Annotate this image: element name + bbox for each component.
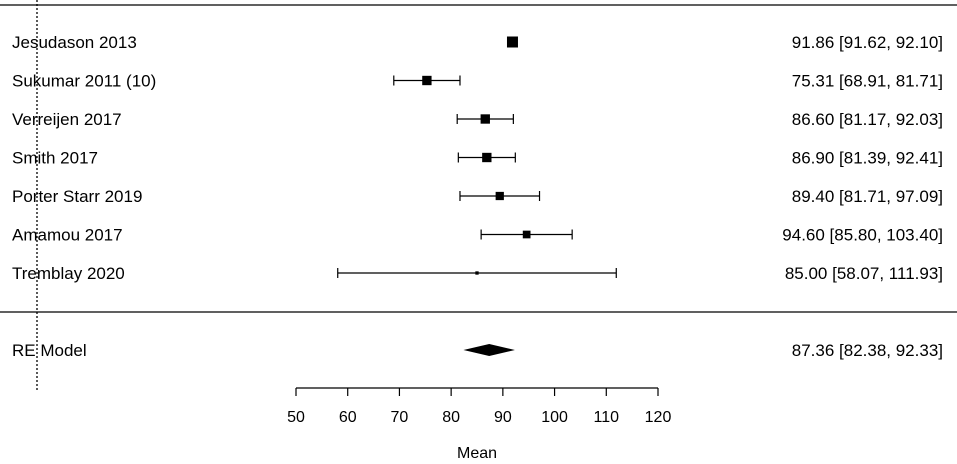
study-label: Verreijen 2017 (12, 110, 122, 129)
study-row: Tremblay 2020 85.00 [58.07, 111.93] (12, 264, 943, 283)
study-row: Sukumar 2011 (10) 75.31 [68.91, 81.71] (12, 72, 943, 91)
estimate-text: 85.00 [58.07, 111.93] (785, 264, 943, 283)
point-estimate (495, 191, 504, 201)
estimate-text: 75.31 [68.91, 81.71] (792, 72, 943, 91)
study-row: Jesudason 2013 91.86 [91.62, 92.10] (12, 33, 943, 52)
point-estimate (422, 75, 432, 86)
summary-row: RE Model 87.36 [82.38, 92.33] (12, 341, 943, 360)
study-label: Sukumar 2011 (10) (12, 72, 156, 91)
estimate-text: 86.90 [81.39, 92.41] (792, 149, 943, 168)
x-axis-label: Mean (457, 445, 497, 462)
x-tick-label: 50 (287, 409, 305, 426)
study-row: Verreijen 2017 86.60 [81.17, 92.03] (12, 110, 943, 129)
x-tick-label: 90 (494, 409, 512, 426)
study-row: Porter Starr 2019 89.40 [81.71, 97.09] (12, 187, 943, 206)
estimate-text: 91.86 [91.62, 92.10] (792, 33, 943, 52)
point-estimate (522, 230, 531, 239)
point-estimate (480, 114, 490, 124)
study-label: Porter Starr 2019 (12, 187, 142, 206)
x-tick-label: 100 (541, 409, 568, 426)
estimate-text: 86.60 [81.17, 92.03] (792, 110, 943, 129)
point-estimate (506, 36, 518, 48)
summary-estimate-text: 87.36 [82.38, 92.33] (792, 341, 943, 360)
x-tick-label: 70 (391, 409, 409, 426)
study-label: Smith 2017 (12, 149, 98, 168)
x-tick-label: 110 (594, 409, 620, 426)
study-label: Tremblay 2020 (12, 264, 125, 283)
study-row: Smith 2017 86.90 [81.39, 92.41] (12, 149, 943, 168)
x-tick-label: 60 (339, 409, 357, 426)
study-label: Jesudason 2013 (12, 33, 137, 52)
estimate-text: 94.60 [85.80, 103.40] (782, 226, 943, 245)
x-tick-label: 120 (645, 409, 672, 426)
summary-label: RE Model (12, 341, 87, 360)
x-tick-label: 80 (442, 409, 460, 426)
study-row: Amamou 2017 94.60 [85.80, 103.40] (12, 226, 943, 245)
point-estimate (482, 152, 492, 163)
x-axis: 50 60 70 80 90 100 110 120 (287, 387, 672, 426)
summary-diamond (463, 344, 515, 356)
study-label: Amamou 2017 (12, 226, 123, 245)
point-estimate (475, 271, 479, 275)
estimate-text: 89.40 [81.71, 97.09] (792, 187, 943, 206)
